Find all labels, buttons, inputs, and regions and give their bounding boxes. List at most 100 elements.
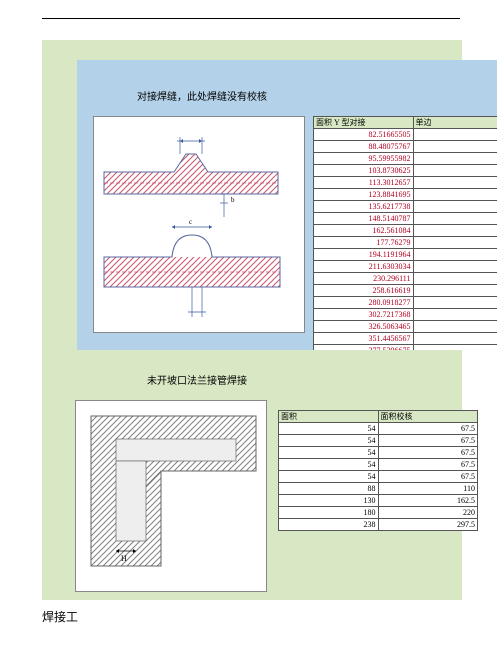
table-cell: 258.616619 xyxy=(314,285,414,297)
table-cell: 82.51665505 xyxy=(314,129,414,141)
table-cell: 54 xyxy=(279,459,379,471)
table-cell: 67.5 xyxy=(378,471,478,483)
table-cell: 67.5 xyxy=(378,435,478,447)
table-cell: 326.5063465 xyxy=(314,321,414,333)
table-cell: 190 xyxy=(413,285,497,297)
table-row: 113.3012657104 xyxy=(314,177,498,189)
table-cell: 136 xyxy=(413,225,497,237)
table-cell: 130 xyxy=(279,495,379,507)
table-cell: 297.5 xyxy=(378,519,478,531)
table-row: 162.561084136 xyxy=(314,225,498,237)
table-row: 88.4807576787 xyxy=(314,141,498,153)
table-cell: 226 xyxy=(413,309,497,321)
footer-label: 焊接工 xyxy=(42,608,78,625)
table-row: 238297.5 xyxy=(279,519,478,531)
table-row: 103.873062598 xyxy=(314,165,498,177)
table-cell: 54 xyxy=(279,471,379,483)
section-2-caption: 未开坡口法兰接管焊接 xyxy=(147,372,247,387)
table-row: 82.5166550581 xyxy=(314,129,498,141)
table-cell: 252 xyxy=(413,333,497,345)
table-cell: 177 xyxy=(413,273,497,285)
table-cell: 67.5 xyxy=(378,447,478,459)
table-row: 135.6217738119 xyxy=(314,201,498,213)
svg-text:H: H xyxy=(121,554,127,563)
table-cell: 81 xyxy=(413,129,497,141)
table-header-cell: 面积 xyxy=(279,411,379,423)
table-row: 177.76279145 xyxy=(314,237,498,249)
table-cell: 67.5 xyxy=(378,459,478,471)
svg-text:c: c xyxy=(189,218,192,226)
table-row: 5467.5 xyxy=(279,471,478,483)
table-row: 130162.5 xyxy=(279,495,478,507)
table-cell: 87 xyxy=(413,141,497,153)
table-cell: 111 xyxy=(413,189,497,201)
table-cell: 135.6217738 xyxy=(314,201,414,213)
horizontal-rule xyxy=(42,18,460,19)
table-cell: 119 xyxy=(413,201,497,213)
table-cell: 92 xyxy=(413,153,497,165)
table-cell: 230.296111 xyxy=(314,273,414,285)
table-row: 230.296111177 xyxy=(314,273,498,285)
table-row: 180220 xyxy=(279,507,478,519)
table-cell: 88 xyxy=(279,483,379,495)
content-panel: 对接焊缝，此处焊缝没有校核 xyxy=(42,40,462,600)
table-row: 351.4456567252 xyxy=(314,333,498,345)
table-row: 5467.5 xyxy=(279,459,478,471)
table-cell: 148.5140787 xyxy=(314,213,414,225)
table-cell: 54 xyxy=(279,423,379,435)
table-cell: 238 xyxy=(413,321,497,333)
table-cell: 220 xyxy=(378,507,478,519)
table-cell: 377.5396675 xyxy=(314,345,414,351)
table-row: 148.5140787127 xyxy=(314,213,498,225)
table-cell: 211.6303034 xyxy=(314,261,414,273)
flange-weld-diagram: H xyxy=(75,400,267,592)
table-row: 123.8841695111 xyxy=(314,189,498,201)
table-cell: 162.561084 xyxy=(314,225,414,237)
table-cell: 123.8841695 xyxy=(314,189,414,201)
section-1-table: 面积 Y 型对接 单边 82.516655058188.480757678795… xyxy=(313,116,497,350)
table-cell: 88.48075767 xyxy=(314,141,414,153)
table-row: 326.5063465238 xyxy=(314,321,498,333)
table-cell: 351.4456567 xyxy=(314,333,414,345)
table-row: 95.5995598292 xyxy=(314,153,498,165)
table-row: 88110 xyxy=(279,483,478,495)
section-1-panel: 对接焊缝，此处焊缝没有校核 xyxy=(77,60,497,350)
table-row: 258.616619190 xyxy=(314,285,498,297)
table-cell: 210 xyxy=(413,297,497,309)
butt-weld-diagram: b c xyxy=(93,116,305,333)
table-cell: 113.3012657 xyxy=(314,177,414,189)
table-row: 302.7217368226 xyxy=(314,309,498,321)
document-page: 对接焊缝，此处焊缝没有校核 xyxy=(0,0,502,649)
table-header-row: 面积 面积校核 xyxy=(279,411,478,423)
table-cell: 110 xyxy=(378,483,478,495)
table-cell: 145 xyxy=(413,237,497,249)
table-row: 194.1191964155 xyxy=(314,249,498,261)
table-cell: 104 xyxy=(413,177,497,189)
table-row: 377.5396675267 xyxy=(314,345,498,351)
table-cell: 180 xyxy=(279,507,379,519)
table-cell: 67.5 xyxy=(378,423,478,435)
section-1-caption: 对接焊缝，此处焊缝没有校核 xyxy=(137,88,267,103)
table-cell: 54 xyxy=(279,435,379,447)
table-cell: 238 xyxy=(279,519,379,531)
table-cell: 177.76279 xyxy=(314,237,414,249)
table-row: 5467.5 xyxy=(279,423,478,435)
table-cell: 127 xyxy=(413,213,497,225)
table-cell: 302.7217368 xyxy=(314,309,414,321)
table-header-row: 面积 Y 型对接 单边 xyxy=(314,117,498,129)
table-header-cell: 面积 Y 型对接 xyxy=(314,117,414,129)
table-cell: 267 xyxy=(413,345,497,351)
table-cell: 103.8730625 xyxy=(314,165,414,177)
table-cell: 166 xyxy=(413,261,497,273)
table-cell: 54 xyxy=(279,447,379,459)
table-row: 280.0918277210 xyxy=(314,297,498,309)
table-cell: 95.59955982 xyxy=(314,153,414,165)
table-cell: 98 xyxy=(413,165,497,177)
section-2-table: 面积 面积校核 5467.55467.55467.55467.55467.588… xyxy=(278,410,478,531)
table-header-cell: 单边 xyxy=(413,117,497,129)
svg-text:b: b xyxy=(231,196,235,204)
table-header-cell: 面积校核 xyxy=(378,411,478,423)
table-row: 211.6303034166 xyxy=(314,261,498,273)
table-cell: 155 xyxy=(413,249,497,261)
table-row: 5467.5 xyxy=(279,435,478,447)
